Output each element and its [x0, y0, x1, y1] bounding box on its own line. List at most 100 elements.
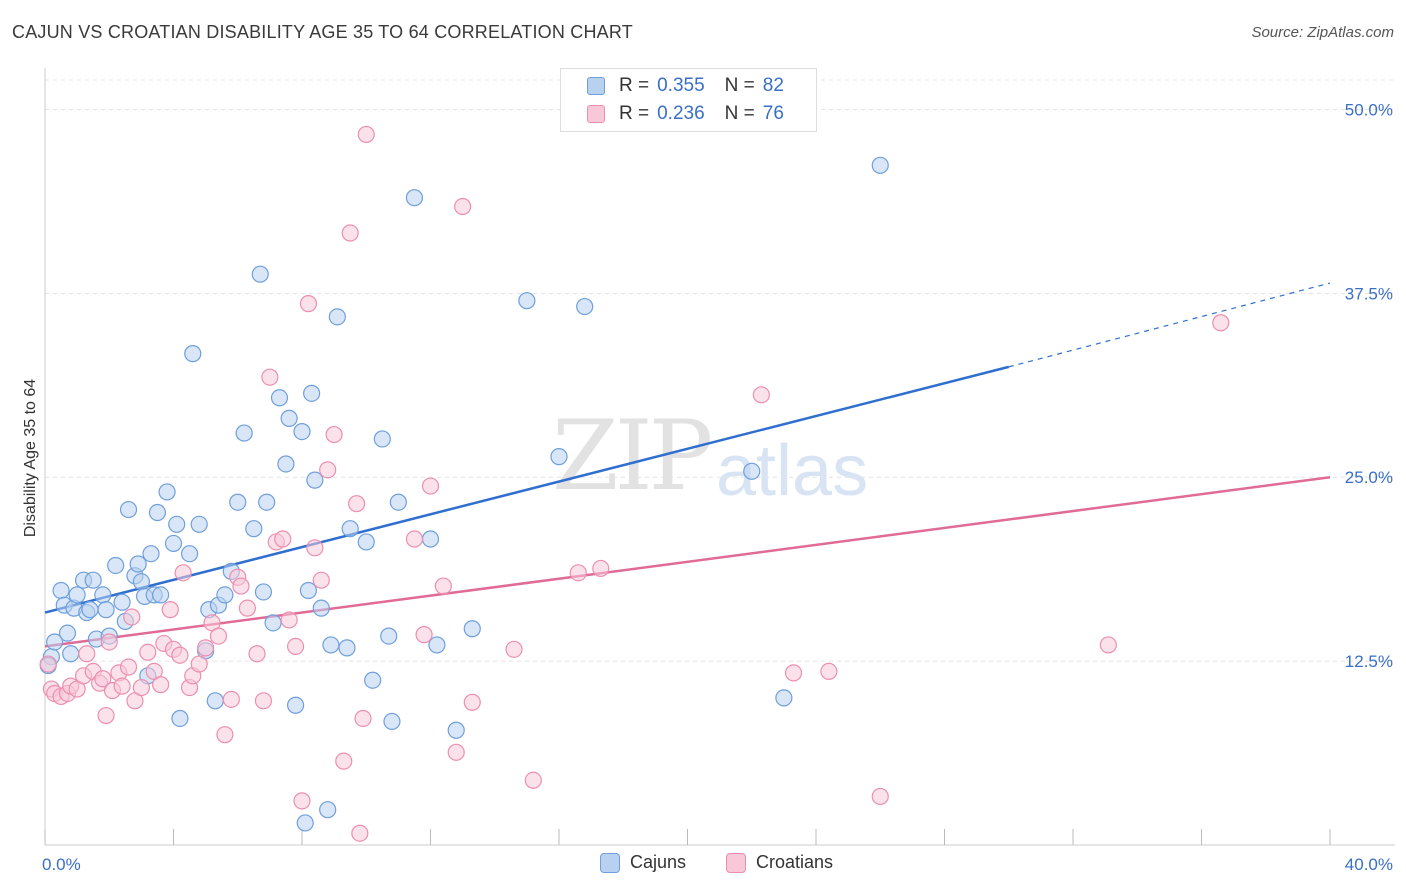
cajuns-point: [576, 297, 594, 316]
cajuns-point: [373, 430, 391, 448]
cajuns-point: [52, 581, 70, 600]
trend-lines: [44, 282, 1331, 648]
x-tick-label: 40.0%: [1345, 855, 1393, 874]
croatians-point: [319, 461, 337, 479]
cajuns-point: [229, 493, 247, 511]
cajuns-point: [107, 556, 125, 575]
cajuns-point: [184, 345, 202, 363]
cajuns-point: [152, 586, 170, 604]
cajuns-point: [264, 614, 282, 632]
cajuns-point: [296, 814, 314, 832]
cajuns-point: [254, 583, 273, 601]
y-tick-label: 50.0%: [1345, 100, 1393, 119]
croatians-point: [312, 571, 330, 589]
cajuns-point: [270, 389, 289, 407]
legend-row-croatians: R = 0.236 N = 76: [587, 102, 784, 126]
croatians-point: [784, 664, 803, 682]
y-tick-label: 12.5%: [1345, 652, 1393, 671]
cajuns-point: [319, 801, 337, 819]
croatians-point: [248, 645, 266, 663]
y-tick-label: 37.5%: [1345, 284, 1393, 303]
cajuns-legend-swatch: [600, 852, 620, 873]
croatians-point: [97, 706, 115, 725]
cajuns-point: [132, 573, 150, 591]
croatians-point: [348, 495, 366, 513]
n-label: N =: [724, 75, 755, 96]
cajuns-point: [68, 586, 86, 604]
data-points: [39, 125, 1230, 842]
cajuns-point: [245, 520, 263, 538]
r-label: R =: [619, 75, 650, 96]
croatians-point: [463, 693, 481, 711]
croatians-point: [171, 646, 189, 664]
croatians-point: [78, 645, 96, 663]
cajuns-point: [428, 636, 446, 654]
croatians-point: [132, 678, 150, 697]
cajuns-point: [447, 721, 465, 739]
croatians-point: [161, 601, 179, 619]
cajuns-point: [84, 571, 102, 589]
cajuns-point: [871, 156, 889, 174]
croatians-point: [232, 577, 250, 595]
cajuns-point: [81, 601, 99, 619]
croatians-point: [113, 677, 131, 695]
y-axis-title: Disability Age 35 to 64: [22, 379, 39, 537]
cajuns-point: [94, 586, 112, 604]
croatians-point: [209, 627, 228, 645]
croatians-point: [152, 676, 170, 694]
legend-item-croatians[interactable]: Croatians: [726, 852, 833, 873]
croatians-legend-swatch: [726, 852, 746, 873]
cajuns-point: [364, 671, 382, 689]
cajuns-point: [216, 586, 234, 604]
cajuns-point: [142, 545, 160, 563]
n-label: N =: [724, 103, 755, 124]
croatians-point: [421, 477, 440, 495]
cajuns-point: [775, 689, 793, 707]
cajuns-point: [113, 593, 131, 611]
cajuns-point: [341, 520, 359, 538]
r-label: R =: [619, 103, 650, 124]
croatians-point: [524, 771, 542, 789]
correlation-legend: R = 0.355 N = 82 R = 0.236 N = 76: [560, 68, 817, 132]
croatians-point: [752, 386, 770, 404]
cajuns-point: [518, 292, 536, 310]
croatians-point: [325, 425, 343, 444]
cajuns-point: [286, 696, 305, 714]
croatians-point: [357, 125, 375, 144]
cajuns-point: [550, 448, 568, 466]
cajuns-point: [168, 515, 186, 533]
croatians-point: [505, 640, 523, 658]
croatians-point: [286, 637, 305, 655]
axis-labels: 12.5% 25.0% 37.5% 50.0% 0.0% 40.0%: [42, 100, 1393, 874]
cajuns-point: [306, 471, 324, 489]
legend-item-cajuns[interactable]: Cajuns: [600, 852, 686, 873]
croatians-point: [592, 559, 610, 578]
croatians-point: [274, 530, 292, 548]
grid-lines: [45, 79, 1395, 662]
cajuns-point: [164, 534, 183, 553]
cajuns-point: [743, 462, 761, 480]
croatians-point: [1212, 314, 1230, 332]
cajuns-point: [235, 424, 253, 442]
cajuns-point: [312, 599, 330, 617]
n-value: 82: [762, 75, 784, 96]
r-value: 0.355: [657, 75, 705, 96]
axes: [44, 68, 1395, 846]
croatians-point: [222, 690, 240, 708]
cajuns-point: [58, 624, 77, 642]
cajuns-point: [158, 483, 176, 501]
cajuns-point: [421, 530, 440, 548]
cajuns-point: [190, 515, 208, 533]
croatians-legend-label: Croatians: [756, 852, 834, 872]
cajuns-point: [46, 633, 64, 651]
croatians-point: [335, 752, 353, 770]
cajuns-trend-line: [44, 365, 1010, 614]
cajuns-point: [293, 423, 311, 441]
croatians-point: [190, 655, 208, 673]
croatians-point: [434, 577, 452, 595]
cajuns-point: [258, 493, 276, 511]
croatians-point: [871, 787, 889, 806]
cajuns-point: [463, 620, 481, 638]
cajuns-swatch: [587, 77, 605, 95]
croatians-point: [351, 824, 369, 842]
